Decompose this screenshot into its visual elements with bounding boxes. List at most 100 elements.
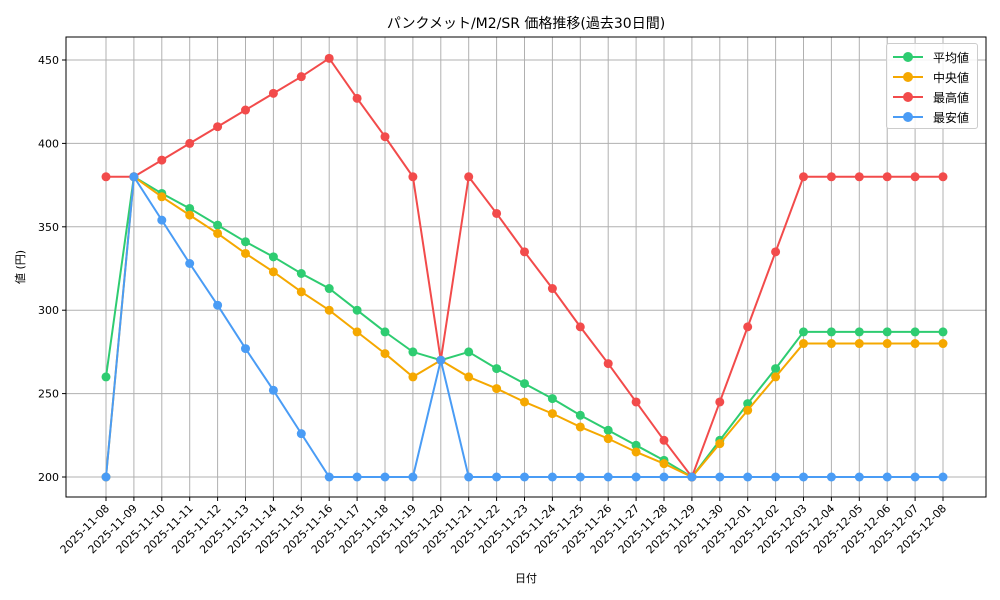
data-point	[882, 327, 892, 337]
data-point	[659, 435, 669, 445]
data-point	[296, 287, 306, 297]
data-point	[324, 53, 334, 63]
data-point	[157, 215, 167, 225]
data-point	[157, 192, 167, 202]
data-point	[408, 172, 418, 182]
data-point	[715, 397, 725, 407]
data-point	[631, 472, 641, 482]
data-point	[771, 247, 781, 257]
legend-item-min: 最安値	[887, 107, 977, 127]
y-axis-label: 値 (円)	[14, 250, 27, 284]
data-point	[826, 327, 836, 337]
data-point	[910, 327, 920, 337]
data-point	[324, 305, 334, 315]
data-point	[799, 339, 808, 349]
data-point	[380, 327, 390, 337]
data-point	[854, 327, 864, 337]
data-point	[715, 439, 725, 449]
data-point	[659, 459, 669, 469]
data-point	[575, 422, 585, 432]
data-point	[129, 172, 139, 182]
data-point	[631, 397, 641, 407]
axes-frame	[65, 36, 987, 498]
data-point	[185, 210, 195, 220]
data-point	[380, 472, 390, 482]
data-point	[213, 122, 223, 132]
data-point	[603, 425, 613, 435]
data-point	[743, 472, 753, 482]
data-point	[603, 472, 613, 482]
data-point	[771, 472, 781, 482]
data-point	[826, 172, 836, 182]
data-point	[938, 339, 948, 349]
data-point	[882, 172, 892, 182]
series-line	[101, 53, 948, 482]
legend-item-average: 平均値	[887, 47, 977, 67]
data-point	[268, 88, 278, 98]
data-point	[296, 72, 306, 82]
data-point	[575, 410, 585, 420]
data-point	[631, 447, 641, 457]
data-point	[520, 247, 529, 257]
y-tick-label: 200	[38, 471, 59, 484]
legend-label: 中央値	[933, 71, 970, 85]
data-point	[743, 399, 753, 409]
data-point	[352, 472, 362, 482]
data-point	[910, 339, 920, 349]
data-point	[882, 339, 892, 349]
x-axis-ticks: 2025-11-082025-11-092025-11-102025-11-11…	[58, 497, 949, 556]
data-point	[910, 172, 920, 182]
legend-label: 平均値	[933, 51, 970, 65]
data-point	[464, 347, 474, 357]
data-point	[101, 472, 111, 482]
data-point	[352, 93, 362, 103]
data-point	[408, 472, 418, 482]
x-axis-label: 日付	[515, 572, 537, 585]
data-point	[799, 327, 808, 337]
data-point	[101, 372, 111, 382]
series-line	[101, 172, 948, 482]
data-point	[268, 252, 278, 262]
data-point	[547, 284, 557, 294]
y-tick-label: 400	[38, 137, 59, 150]
series-line	[101, 172, 948, 482]
data-point	[743, 322, 753, 332]
data-point	[213, 300, 223, 310]
data-point	[854, 472, 864, 482]
data-point	[157, 155, 167, 165]
y-tick-label: 350	[38, 221, 59, 234]
data-point	[492, 384, 502, 394]
data-point	[380, 132, 390, 142]
data-point	[854, 172, 864, 182]
data-point	[603, 434, 613, 444]
data-point	[575, 322, 585, 332]
data-point	[352, 305, 362, 315]
data-point	[771, 372, 781, 382]
series-layer	[101, 53, 948, 482]
data-point	[296, 429, 306, 439]
y-tick-label: 250	[38, 388, 59, 401]
data-point	[743, 405, 753, 415]
data-point	[352, 327, 362, 337]
data-point	[826, 472, 836, 482]
data-point	[826, 339, 836, 349]
data-point	[213, 228, 223, 238]
data-point	[771, 364, 781, 374]
data-point	[520, 397, 529, 407]
legend-marker-icon	[903, 112, 913, 122]
data-point	[241, 344, 250, 354]
legend-marker-icon	[903, 92, 913, 102]
data-point	[185, 258, 195, 268]
data-point	[464, 172, 474, 182]
data-point	[520, 472, 529, 482]
data-point	[408, 347, 418, 357]
data-point	[213, 220, 223, 230]
data-point	[241, 237, 250, 247]
data-point	[241, 248, 250, 258]
data-point	[547, 394, 557, 404]
y-axis-ticks: 200 250 300 350 400 450	[38, 54, 66, 484]
data-point	[687, 472, 697, 482]
data-point	[659, 472, 669, 482]
legend-marker-icon	[903, 52, 913, 62]
